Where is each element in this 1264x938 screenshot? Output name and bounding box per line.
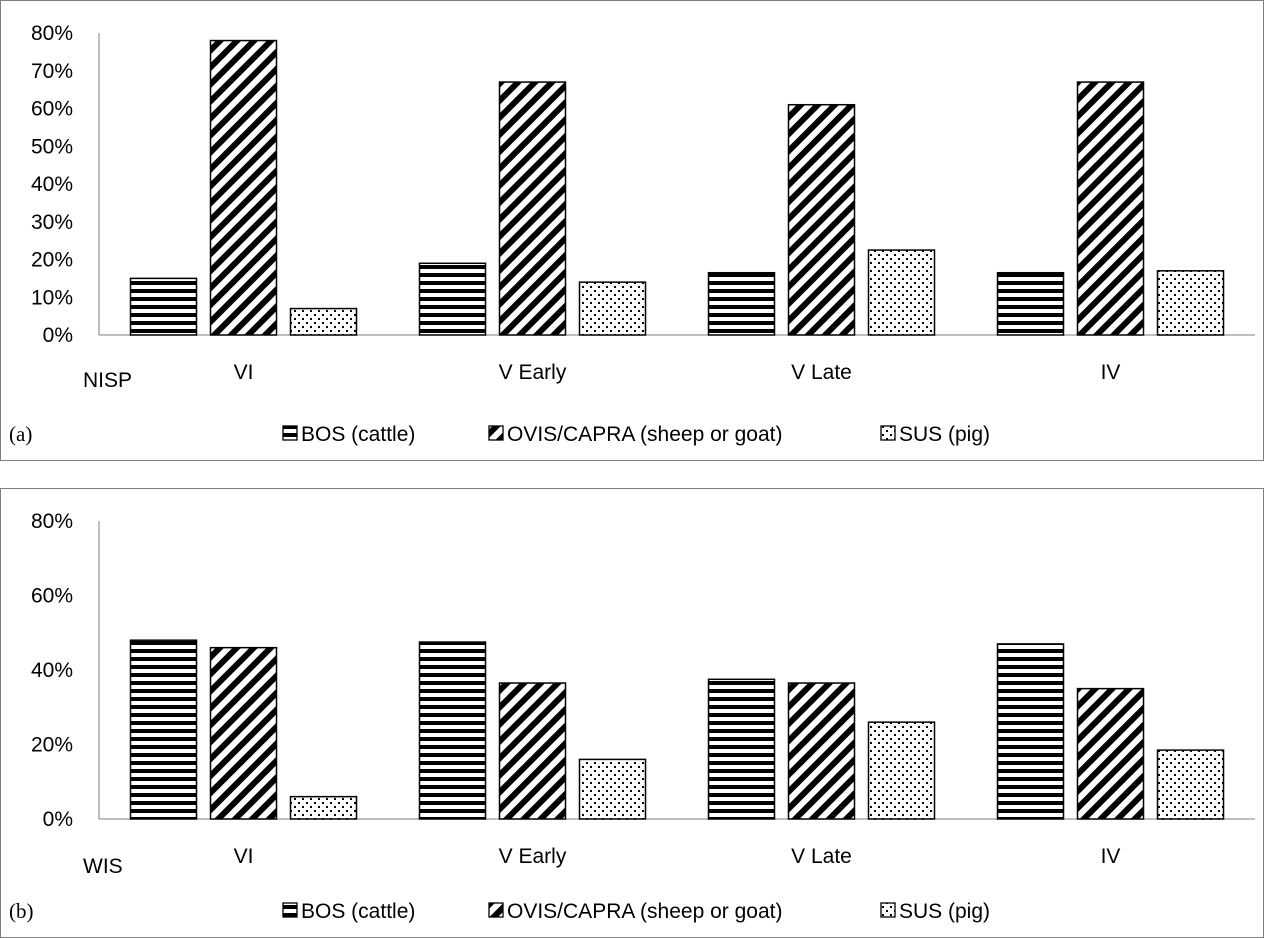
bar-ovis-capra-1 [498,81,567,336]
legend-label: SUS (pig) [899,423,990,446]
category-label: V Early [499,845,567,868]
bar-sus-2 [867,721,936,820]
category-label: V Late [791,361,852,384]
bar-sus-0 [289,795,358,820]
y-tick-label: 70% [31,60,73,83]
bar-ovis-capra-3 [1076,81,1145,336]
y-tick-label: 0% [43,324,73,347]
y-tick-label: 80% [31,22,73,45]
bar-bos-1 [418,262,487,336]
legend-swatch [880,902,896,918]
bar-bos-1 [418,641,487,820]
measure-label: WIS [83,855,123,878]
y-tick-label: 0% [43,808,73,831]
chart-b-svg: 0% 20% 40% 60% 80% VI V Early V Late IV WIS (b) BOS… [9,510,1255,923]
category-label: V Late [791,845,852,868]
legend-swatch [488,425,504,441]
bar-sus-3 [1156,270,1225,336]
y-tick-label: 60% [31,585,73,608]
bar-sus-3 [1156,749,1225,820]
legend-label: BOS (cattle) [301,423,415,446]
bar-bos-3 [996,271,1065,336]
chart-panel-b: 0% 20% 40% 60% 80% VI V Early V Late IV WIS (b) BOS… [0,488,1264,938]
y-tick-label: 40% [31,173,73,196]
y-tick-label: 80% [31,510,73,533]
bar-bos-3 [996,643,1065,820]
bar-sus-1 [578,758,647,820]
bar-ovis-capra-2 [787,103,856,336]
y-tick-label: 30% [31,211,73,234]
legend-label: OVIS/CAPRA (sheep or goat) [507,423,782,446]
bar-bos-0 [129,277,198,336]
bar-bos-2 [707,271,776,336]
y-tick-label: 10% [31,286,73,309]
legend-label: SUS (pig) [899,900,990,923]
panel-label: (b) [9,899,34,923]
legend-swatch [282,902,298,918]
bar-ovis-capra-0 [209,646,278,820]
y-tick-label: 20% [31,249,73,272]
panel-label: (a) [9,422,32,446]
legend-swatch [488,902,504,918]
bar-bos-0 [129,639,198,820]
category-label: VI [234,845,254,868]
bar-ovis-capra-0 [209,39,278,336]
y-tick-label: 50% [31,135,73,158]
category-label: IV [1101,845,1121,868]
measure-label: NISP [83,369,132,392]
bar-ovis-capra-2 [787,682,856,820]
bar-sus-2 [867,249,936,336]
legend-swatch [880,425,896,441]
legend-label: OVIS/CAPRA (sheep or goat) [507,900,782,923]
bar-sus-0 [289,307,358,336]
legend-label: BOS (cattle) [301,900,415,923]
y-tick-label: 20% [31,734,73,757]
y-tick-label: 60% [31,98,73,121]
category-label: IV [1101,361,1121,384]
category-label: V Early [499,361,567,384]
y-tick-label: 40% [31,659,73,682]
chart-a-svg: 0% 10% 20% 30% 40% 50% 60% 70% 80% VI V Early V Lat… [9,22,1255,446]
bar-ovis-capra-3 [1076,687,1145,820]
category-label: VI [234,361,254,384]
bar-bos-2 [707,678,776,820]
bar-sus-1 [578,281,647,336]
chart-panel-a: 0% 10% 20% 30% 40% 50% 60% 70% 80% VI V Early V Lat… [0,0,1264,461]
legend-swatch [282,425,298,441]
bar-ovis-capra-1 [498,682,567,820]
